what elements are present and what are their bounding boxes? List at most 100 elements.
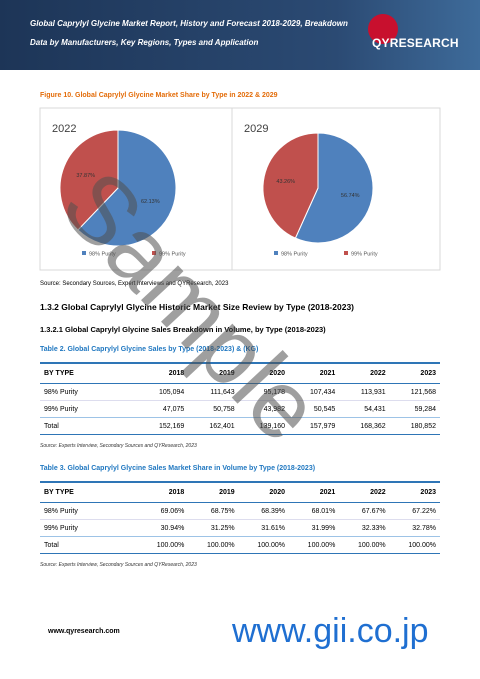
cell: 111,643 bbox=[210, 388, 235, 396]
legend-label: 98% Purity bbox=[89, 252, 116, 258]
figure: 2022 62.13% 98% Purity 37.87% 99% Purity 2029… bbox=[39, 107, 441, 271]
cell: 30.94% bbox=[138, 519, 189, 537]
header-banner bbox=[0, 0, 480, 70]
header-cell: 2019 bbox=[188, 481, 239, 503]
row: 99% Purity 47,075 50,758 43,982 50,545 54,431… bbox=[40, 400, 440, 418]
header-title: Global Caprylyl Glycine Market Report, H… bbox=[30, 19, 348, 47]
legend-label: 99% Purity bbox=[159, 252, 186, 258]
cell: 31.99% bbox=[288, 519, 340, 537]
cell: 100.00% bbox=[339, 536, 390, 554]
logo: QYRESEARCH bbox=[372, 36, 459, 50]
slice-label: 62.13% bbox=[141, 199, 160, 205]
cell: 31.61% bbox=[238, 519, 289, 537]
cell: Total bbox=[40, 536, 138, 554]
figure-caption: Figure 10. Global Caprylyl Glycine Marke… bbox=[40, 92, 278, 99]
cell: 168,362 bbox=[339, 417, 390, 435]
cell: 32.33% bbox=[339, 519, 390, 537]
figure-source: Source: Secondary Sources, Expert Interv… bbox=[40, 281, 229, 287]
header-cell: 2023 bbox=[389, 481, 440, 503]
cell: 105,094 bbox=[159, 388, 185, 396]
header-cell: 2021 bbox=[288, 481, 340, 503]
cell: 47,075 bbox=[138, 400, 189, 418]
cell: 68.39% bbox=[261, 507, 285, 515]
table-block: Table 2. Global Caprylyl Glycine Sales b… bbox=[40, 346, 440, 449]
row: 98% Purity 69.06% 68.75% 68.39% 68.01% 67.67%… bbox=[40, 503, 440, 520]
header-row: BY TYPE 2018 2019 2020 2021 2022 2023 bbox=[40, 362, 440, 384]
legend-swatch bbox=[344, 251, 348, 255]
cell: 100.00% bbox=[138, 536, 189, 554]
cell: 100.00% bbox=[389, 536, 440, 554]
table: BY TYPE 2018 2019 2020 2021 2022 2023 98% Purit… bbox=[40, 362, 440, 435]
header-cell: 2019 bbox=[188, 362, 239, 384]
cell: 50,545 bbox=[288, 400, 340, 418]
table-caption: Table 2. Global Caprylyl Glycine Sales b… bbox=[40, 346, 259, 353]
cell: 54,431 bbox=[339, 400, 390, 418]
table-block: Table 3. Global Caprylyl Glycine Sales M… bbox=[40, 465, 440, 568]
watermark: www.gii.co.jp bbox=[232, 612, 429, 650]
cell: 100.00% bbox=[188, 536, 239, 554]
row: Total 100.00% 100.00% 100.00% 100.00% 100.00%… bbox=[40, 536, 440, 554]
cell: 98% Purity bbox=[44, 507, 78, 515]
cell: 69.06% bbox=[160, 507, 185, 515]
cell: 100.00% bbox=[288, 536, 340, 554]
pie-slice bbox=[77, 129, 177, 247]
header-cell: 2020 bbox=[238, 362, 289, 384]
cell: 157,979 bbox=[288, 417, 340, 435]
cell: 180,852 bbox=[389, 417, 440, 435]
row: 99% Purity 30.94% 31.25% 31.61% 31.99% 32.33%… bbox=[40, 519, 440, 537]
cell: 99% Purity bbox=[40, 400, 138, 418]
pie-slice bbox=[59, 129, 119, 231]
logo-icon bbox=[368, 14, 398, 44]
cell: 121,568 bbox=[410, 388, 436, 396]
pie-title: 2029 bbox=[244, 123, 268, 135]
section-heading: 1.3.2 Global Caprylyl Glycine Historic M… bbox=[40, 302, 355, 312]
slice-label: 37.87% bbox=[76, 173, 95, 179]
header-cell: 2018 bbox=[138, 362, 189, 384]
header-cell: 2023 bbox=[389, 362, 440, 384]
header-cell: 2021 bbox=[288, 362, 340, 384]
slice-label: 56.74% bbox=[341, 193, 360, 199]
table-source: Source: Experts Interview, Secondary Sou… bbox=[40, 562, 197, 568]
header-cell: BY TYPE bbox=[40, 362, 138, 384]
footer-url: www.qyresearch.com bbox=[48, 628, 120, 635]
slice-label: 43.26% bbox=[276, 179, 295, 185]
table-source: Source: Experts Interview, Secondary Sou… bbox=[40, 443, 197, 449]
cell: 59,284 bbox=[389, 400, 440, 418]
table: BY TYPE 2018 2019 2020 2021 2022 2023 98% Purit… bbox=[40, 481, 440, 554]
pie-slice bbox=[294, 132, 374, 244]
cell: 50,758 bbox=[188, 400, 239, 418]
cell: 67.22% bbox=[412, 507, 436, 515]
cell: 98% Purity bbox=[44, 388, 78, 396]
subheading: 1.3.2.1 Global Caprylyl Glycine Sales Br… bbox=[40, 325, 326, 334]
cell: 68.01% bbox=[311, 507, 336, 515]
cell: 68.75% bbox=[210, 507, 235, 515]
header-row: BY TYPE 2018 2019 2020 2021 2022 2023 bbox=[40, 481, 440, 503]
header-cell: 2020 bbox=[238, 481, 289, 503]
cell: 95,178 bbox=[263, 388, 285, 396]
cell: 99% Purity bbox=[40, 519, 138, 537]
cell: 100.00% bbox=[238, 536, 289, 554]
row: 98% Purity 105,094 111,643 95,178 107,434 113… bbox=[40, 384, 440, 401]
cell: 43,982 bbox=[238, 400, 289, 418]
legend-swatch bbox=[274, 251, 278, 255]
row: Total 152,169 162,401 139,160 157,979 168,362… bbox=[40, 417, 440, 435]
pie-slice bbox=[262, 132, 319, 239]
cell: 67.67% bbox=[361, 507, 386, 515]
legend-label: 99% Purity bbox=[351, 252, 378, 258]
cell: 152,169 bbox=[138, 417, 189, 435]
cell: Total bbox=[40, 417, 138, 435]
header-cell: BY TYPE bbox=[40, 481, 138, 503]
cell: 32.78% bbox=[389, 519, 440, 537]
cell: 31.25% bbox=[188, 519, 239, 537]
header-cell: 2022 bbox=[339, 481, 390, 503]
table-caption: Table 3. Global Caprylyl Glycine Sales M… bbox=[40, 465, 316, 472]
cell: 113,931 bbox=[360, 388, 386, 396]
legend-swatch bbox=[82, 251, 86, 255]
legend-swatch bbox=[152, 251, 156, 255]
cell: 107,434 bbox=[310, 388, 336, 396]
header-cell: 2022 bbox=[339, 362, 390, 384]
cell: 139,160 bbox=[238, 417, 289, 435]
cell: 162,401 bbox=[188, 417, 239, 435]
header-cell: 2018 bbox=[138, 481, 189, 503]
